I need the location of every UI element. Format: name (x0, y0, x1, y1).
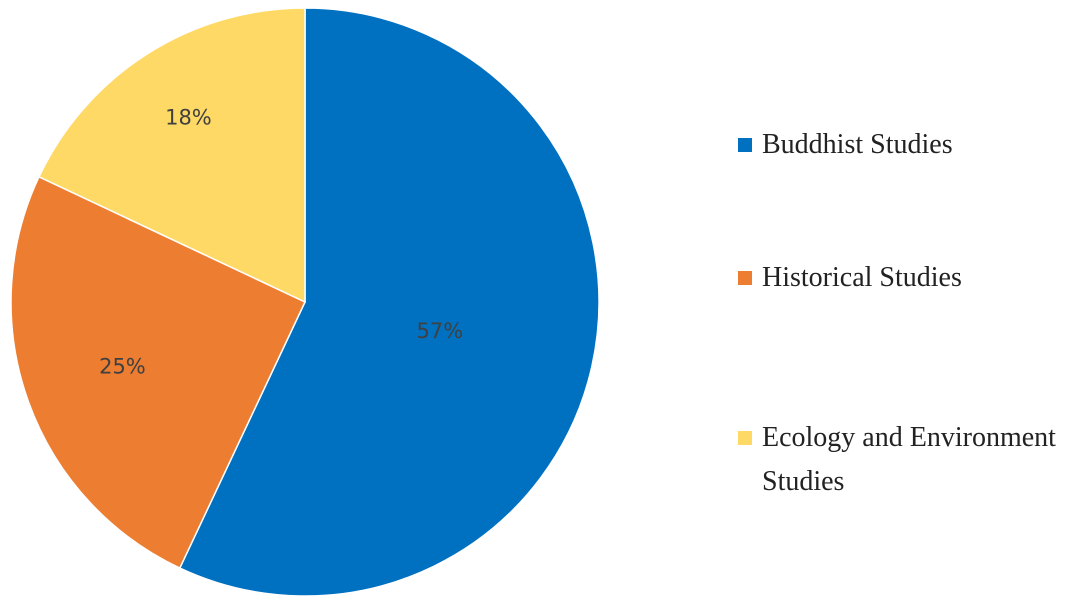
legend-swatch (738, 138, 752, 152)
legend-item: Historical Studies (738, 256, 1078, 300)
pie-slice (37, 7, 306, 304)
legend-label: Buddhist Studies (762, 129, 953, 160)
legend-item: Buddhist Studies (738, 123, 1078, 167)
legend-swatch (738, 271, 752, 285)
pie-slice (10, 175, 306, 570)
legend-swatch (738, 431, 752, 445)
data-label: 18% (165, 105, 212, 129)
data-label: 57% (417, 319, 464, 343)
legend-item: Ecology and Environment Studies (738, 416, 1078, 504)
pie-slice (178, 7, 600, 597)
data-label: 25% (99, 355, 146, 379)
legend-label: Historical Studies (762, 262, 962, 293)
legend-label: Ecology and Environment Studies (762, 422, 1056, 497)
